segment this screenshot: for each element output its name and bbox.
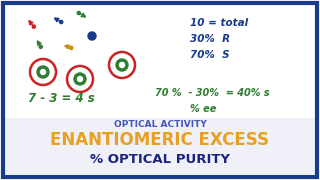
Circle shape [88,32,96,40]
Circle shape [74,73,86,85]
Text: 7 - 3 = 4 s: 7 - 3 = 4 s [28,92,95,105]
Text: 10 = total: 10 = total [190,18,248,28]
Text: % ee: % ee [190,104,216,114]
Circle shape [119,62,124,68]
Circle shape [69,46,73,50]
Text: 70 %  - 30%  = 40% s: 70 % - 30% = 40% s [155,88,270,98]
Circle shape [39,45,42,48]
Circle shape [32,25,36,28]
Circle shape [60,20,63,24]
Bar [3,118,317,174]
Circle shape [116,59,128,71]
Text: % OPTICAL PURITY: % OPTICAL PURITY [90,153,230,166]
Circle shape [41,69,45,75]
Text: OPTICAL ACTIVITY: OPTICAL ACTIVITY [114,120,206,129]
Text: ENANTIOMERIC EXCESS: ENANTIOMERIC EXCESS [51,131,269,149]
Circle shape [37,66,49,78]
Text: 70%  S: 70% S [190,50,230,60]
Circle shape [77,11,80,15]
Circle shape [77,76,83,82]
Text: 30%  R: 30% R [190,34,230,44]
